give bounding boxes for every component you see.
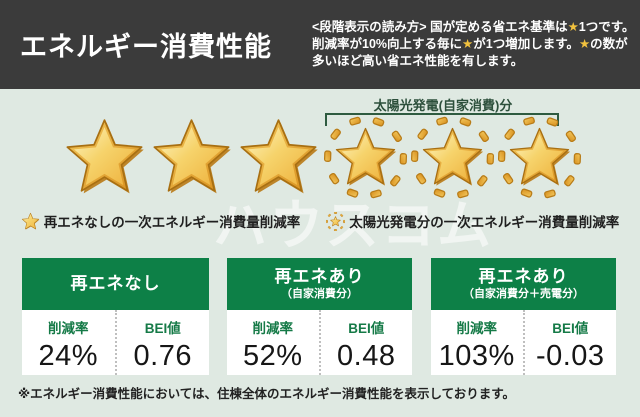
rating-body: 太陽光発電(自家消費)分 <box>0 89 640 417</box>
reduction-rate-cell: 削減率 52% <box>227 310 319 375</box>
table-title: 再エネあり <box>478 267 569 287</box>
table-title: 再エネなし <box>70 273 161 293</box>
gold-star <box>62 115 147 200</box>
table-body: 削減率 24% BEI値 0.76 <box>22 310 209 375</box>
legend-label: 太陽光発電分の一次エネルギー消費量削減率 <box>349 215 620 230</box>
explanation-segment: <段階表示の読み方> 国が定める省エネ基準は <box>312 20 568 35</box>
bei-cell: BEI値 0.76 <box>114 310 210 375</box>
solar-bracket <box>325 113 559 126</box>
table-header: 再エネなし <box>22 258 209 310</box>
reduction-rate-cell: 削減率 24% <box>22 310 115 375</box>
page-title: エネルギー消費性能 <box>20 32 272 62</box>
reduction-rate-cell: 削減率 103% <box>431 310 523 375</box>
bei-cell: BEI値 -0.03 <box>522 310 617 375</box>
column-header: 削減率 <box>252 321 294 336</box>
column-header: BEI値 <box>348 321 385 336</box>
column-header: BEI値 <box>552 321 589 336</box>
bei-value: -0.03 <box>535 340 605 372</box>
bei-cell: BEI値 0.48 <box>318 310 413 375</box>
legend: 再エネなしの一次エネルギー消費量削減率 <box>0 211 640 231</box>
table-header: 再エネあり （自家消費分＋売電分） <box>431 258 616 310</box>
legend-item-solar: 太陽光発電分の一次エネルギー消費量削減率 <box>326 211 619 231</box>
stars-row <box>62 115 582 200</box>
star-icon: ★ <box>567 20 579 35</box>
table-renewable-none: 再エネなし 削減率 24% BEI値 0.76 <box>22 258 209 375</box>
table-subtitle: （自家消費分） <box>281 287 358 300</box>
sparkle-star <box>497 115 582 200</box>
panel-header: エネルギー消費性能 <段階表示の読み方> 国が定める省エネ基準は★1つです。削減… <box>0 0 640 89</box>
reduction-rate-value: 24% <box>38 340 99 372</box>
table-title: 再エネあり <box>274 267 365 287</box>
table-renewable-self-plus-sale: 再エネあり （自家消費分＋売電分） 削減率 103% BEI値 -0.03 <box>431 258 616 375</box>
table-header: 再エネあり （自家消費分） <box>227 258 412 310</box>
explanation-segment: の数が多いほど高い省エネ性能を有します。 <box>312 37 628 68</box>
star-icon: ★ <box>578 37 591 52</box>
explanation-segment: 1つです。削減率が10%向上する毎に <box>312 20 635 52</box>
legend-item-base: 再エネなしの一次エネルギー消費量削減率 <box>21 211 301 231</box>
explanation-segment: が1つ増加します。 <box>473 37 579 52</box>
table-body: 削減率 52% BEI値 0.48 <box>227 310 412 375</box>
gold-star <box>149 115 234 200</box>
column-header: 削減率 <box>456 321 498 336</box>
star-icon: ★ <box>462 37 474 52</box>
solar-bracket-label: 太陽光発電(自家消費)分 <box>373 98 513 113</box>
bei-value: 0.76 <box>133 340 192 372</box>
column-header: 削減率 <box>48 321 89 336</box>
table-renewable-self: 再エネあり （自家消費分） 削減率 52% BEI値 0.48 <box>227 258 412 375</box>
gold-star-icon <box>21 212 40 231</box>
table-body: 削減率 103% BEI値 -0.03 <box>431 310 616 375</box>
table-subtitle: （自家消費分＋売電分） <box>463 287 584 300</box>
reduction-rate-value: 52% <box>242 340 303 372</box>
reduction-rate-value: 103% <box>438 340 515 372</box>
sparkle-star <box>410 115 495 200</box>
sparkle-star-icon <box>326 211 346 231</box>
bei-value: 0.48 <box>337 340 396 372</box>
footnote: ※エネルギー消費性能においては、住棟全体のエネルギー消費性能を表示しております。 <box>18 387 516 401</box>
sparkle-star <box>323 115 408 200</box>
rating-explanation-text: <段階表示の読み方> 国が定める省エネ基準は★1つです。削減率が10%向上する毎… <box>312 19 636 70</box>
legend-label: 再エネなしの一次エネルギー消費量削減率 <box>43 215 301 230</box>
column-header: BEI値 <box>144 321 181 336</box>
gold-star <box>236 115 321 200</box>
